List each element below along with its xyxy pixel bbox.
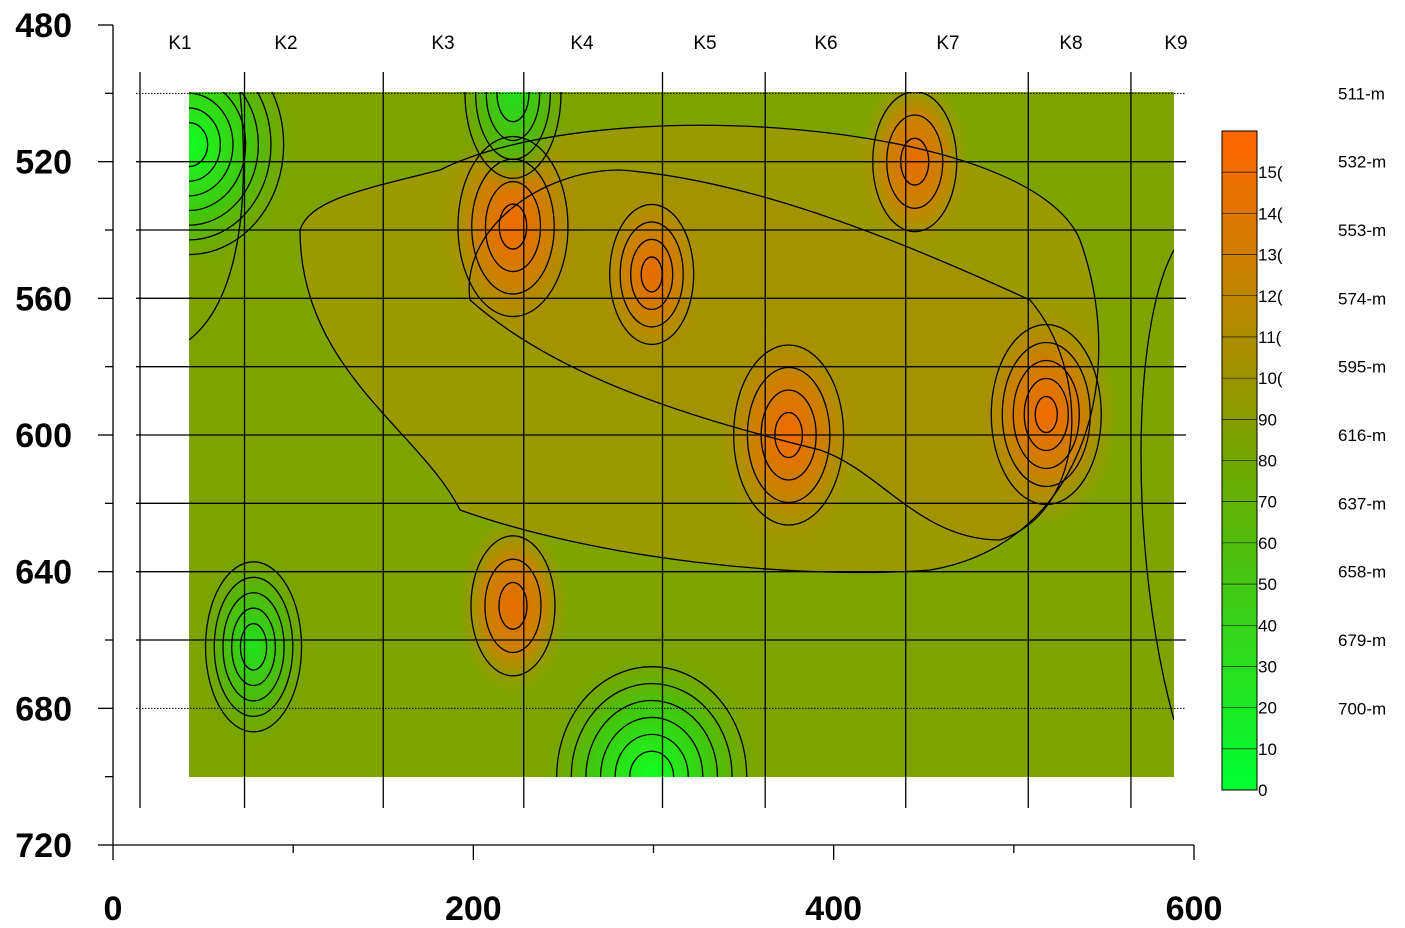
- axes: 480 520 560 600 640 680 720 0 200 400 600: [15, 7, 1222, 928]
- contour-regional-100: [468, 169, 1073, 541]
- contour-low-1-3: [189, 92, 259, 226]
- colorbar-label-20: 20: [1258, 699, 1277, 718]
- colorbar: 0 10 20 30 40 50 60 70 80 90 10( 11( 12( 13( 14( 15(: [1221, 130, 1283, 800]
- contour-low-4-1: [464, 92, 562, 179]
- high-anomaly-4: [860, 92, 970, 250]
- profile-label-k7: K7: [936, 33, 959, 54]
- contour-high-6-2: [484, 558, 542, 654]
- colorbar-label-70: 70: [1258, 493, 1277, 512]
- contour-field: [189, 92, 1174, 777]
- colorbar-label-60: 60: [1258, 534, 1277, 553]
- low-anomaly-4: [457, 92, 569, 192]
- contour-low-2-1: [204, 561, 303, 733]
- colorbar-label-30: 30: [1258, 657, 1277, 676]
- high-anomaly-5: [974, 302, 1118, 527]
- contour-high-1-4: [498, 203, 528, 250]
- depth-label-532-m: 532-m: [1338, 153, 1386, 172]
- profile-label-k2: K2: [274, 33, 297, 54]
- colorbar-label-50: 50: [1258, 575, 1277, 594]
- contour-low-2-4: [231, 607, 276, 687]
- contour-low-2-3: [222, 592, 285, 702]
- depth-label-637-m: 637-m: [1338, 494, 1386, 513]
- high-anomaly-2: [597, 186, 707, 362]
- colorbar-label-40: 40: [1258, 616, 1277, 635]
- contour-high-5-4: [1023, 377, 1069, 452]
- contour-high-6-3: [498, 581, 528, 630]
- profile-label-k4: K4: [570, 33, 594, 54]
- contour-low-3-3: [585, 699, 719, 777]
- contour-low-3-2: [570, 682, 733, 777]
- x-tick-label-400: 400: [805, 890, 862, 928]
- depth-labels: 511-m 532-m 553-m 574-m 595-m 616-m 637-m 658-m…: [1338, 84, 1386, 718]
- colorbar-label-110: 11(: [1258, 328, 1282, 347]
- y-tick-label-720: 720: [15, 827, 72, 865]
- contour-regional-west: [189, 92, 245, 341]
- contour-low-1-6: [189, 107, 221, 182]
- contour-low-4-3: [485, 92, 541, 142]
- contour-low-1-5: [189, 92, 234, 197]
- profile-label-k6: K6: [814, 33, 837, 54]
- contour-low-1-7: [189, 121, 209, 168]
- colorbar-label-90: 90: [1258, 410, 1277, 429]
- contour-high-5-3: [1012, 359, 1080, 470]
- depth-label-511-m: 511-m: [1338, 84, 1385, 103]
- grid: [136, 72, 1186, 808]
- contour-regional-90: [299, 124, 1100, 574]
- contour-low-3-4: [599, 716, 704, 777]
- contour-low-3-5: [614, 733, 689, 777]
- colorbar-label-150: 15(: [1258, 163, 1283, 182]
- colorbar-label-130: 13(: [1258, 246, 1283, 265]
- y-tick-label-640: 640: [15, 554, 72, 592]
- colorbar-label-0: 0: [1258, 781, 1267, 800]
- high-anomaly-6: [458, 518, 568, 694]
- contour-high-1-3: [484, 180, 542, 273]
- profile-label-k8: K8: [1059, 33, 1082, 54]
- colorbar-label-10: 10: [1258, 740, 1277, 759]
- depth-label-553-m: 553-m: [1338, 221, 1386, 240]
- y-tick-label-680: 680: [15, 690, 72, 728]
- contour-high-2-1: [609, 203, 695, 346]
- colorbar-label-120: 12(: [1258, 287, 1283, 306]
- high-anomaly-1: [441, 114, 585, 340]
- profile-label-k1: K1: [168, 33, 191, 54]
- contour-low-1-1: [189, 92, 285, 256]
- low-anomaly-3: [542, 650, 761, 777]
- y-tick-label-600: 600: [15, 417, 72, 455]
- profile-labels: K1 K2 K3 K4 K5 K6 K7 K8 K9: [168, 33, 1187, 54]
- contour-high-5-5: [1034, 395, 1058, 434]
- colorbar-label-140: 14(: [1258, 204, 1283, 223]
- contour-low-2-5: [239, 623, 268, 671]
- y-tick-label-480: 480: [15, 7, 72, 45]
- y-tick-label-520: 520: [15, 144, 72, 182]
- contour-low-1-2: [189, 92, 272, 241]
- contour-high-1-1: [457, 135, 569, 318]
- y-tick-label-560: 560: [15, 280, 72, 318]
- depth-label-658-m: 658-m: [1338, 563, 1386, 582]
- colorbar-label-80: 80: [1258, 452, 1277, 471]
- depth-label-574-m: 574-m: [1338, 289, 1386, 308]
- depth-label-595-m: 595-m: [1338, 358, 1386, 377]
- contour-low-2-2: [213, 576, 294, 718]
- depth-label-679-m: 679-m: [1338, 631, 1386, 650]
- contour-high-2-2: [619, 221, 684, 328]
- x-tick-label-600: 600: [1166, 890, 1223, 928]
- profile-label-k5: K5: [693, 33, 716, 54]
- contour-low-1-4: [189, 92, 247, 212]
- contour-high-6-1: [470, 535, 556, 677]
- contour-high-2-3: [630, 238, 674, 311]
- contour-low-3-6: [629, 750, 675, 777]
- contour-regional-east: [1140, 249, 1174, 721]
- depth-label-616-m: 616-m: [1338, 426, 1386, 445]
- x-tick-label-0: 0: [104, 890, 123, 928]
- depth-label-700-m: 700-m: [1338, 699, 1386, 718]
- contour-low-3-1: [556, 666, 748, 777]
- colorbar-label-100: 10(: [1258, 369, 1283, 388]
- profile-label-k3: K3: [431, 33, 454, 54]
- profile-label-k9: K9: [1164, 33, 1187, 54]
- x-tick-label-200: 200: [445, 890, 502, 928]
- anomaly-layer: [189, 92, 1118, 777]
- low-anomaly-1: [189, 92, 298, 272]
